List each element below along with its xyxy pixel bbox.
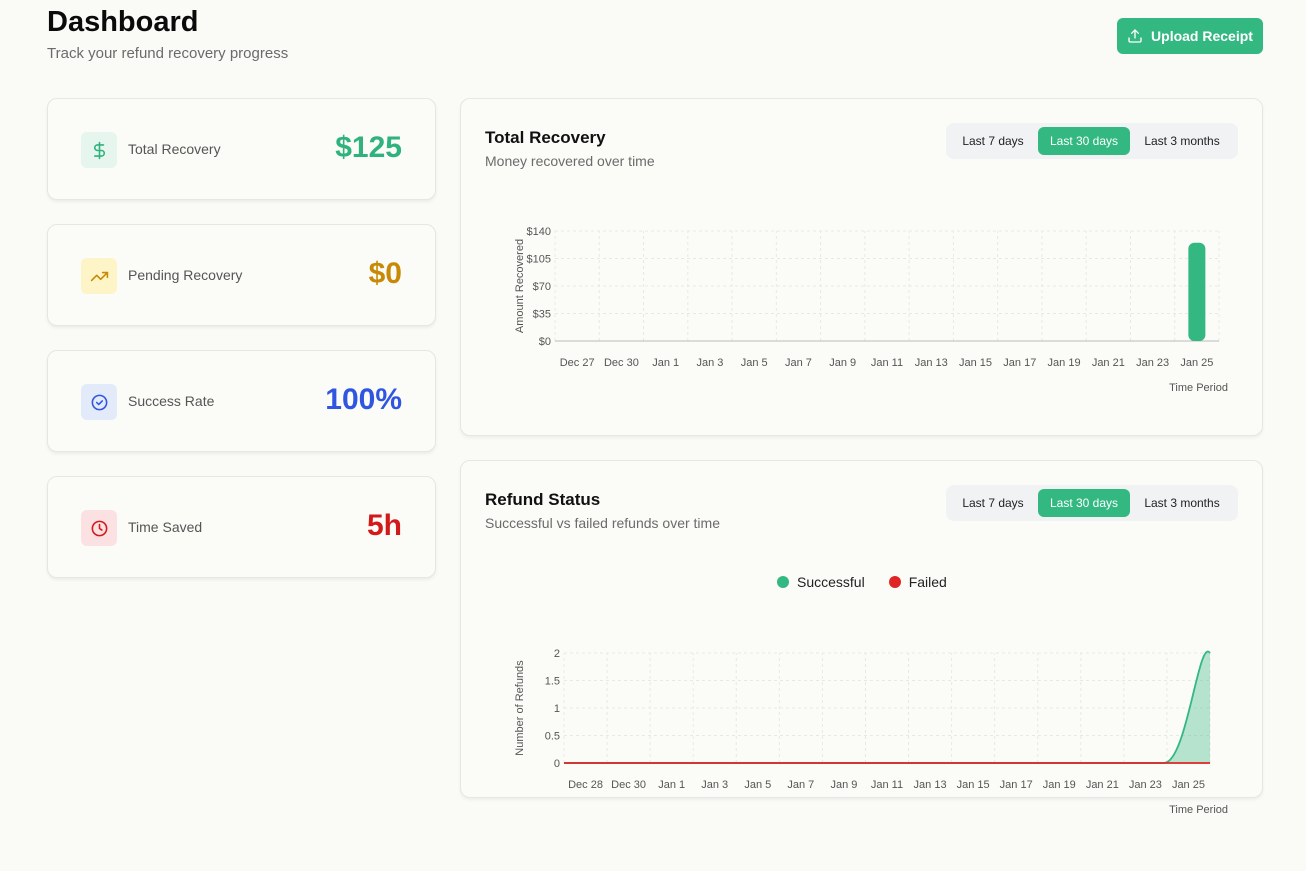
x-tick-label: Jan 3: [701, 779, 728, 791]
chart-subtitle: Money recovered over time: [485, 153, 655, 169]
stat-value: $0: [368, 257, 402, 290]
legend-dot-failed: [888, 576, 901, 588]
x-tick-label: Jan 25: [1172, 779, 1205, 791]
y-axis-title: Amount Recovered: [514, 239, 526, 333]
x-tick-label: Jan 11: [871, 357, 903, 369]
chart-subtitle: Successful vs failed refunds over time: [485, 515, 720, 531]
stat-value: $125: [335, 131, 402, 164]
range-selector: Last 7 days Last 30 days Last 3 months: [946, 123, 1238, 159]
legend-item-successful[interactable]: Successful: [777, 574, 865, 590]
y-tick-label: $70: [533, 281, 551, 293]
bar-jan-25: [1188, 242, 1206, 341]
clock-icon: [81, 510, 117, 546]
stat-card-time-saved: Time Saved 5h: [47, 476, 436, 578]
dollar-icon: [81, 132, 117, 168]
chart-title: Refund Status: [485, 490, 601, 509]
legend-dot-successful: [777, 576, 789, 588]
stat-card-pending-recovery: Pending Recovery $0: [47, 224, 436, 326]
x-tick-label: Jan 1: [652, 357, 679, 369]
upload-receipt-button[interactable]: Upload Receipt: [1117, 18, 1263, 54]
x-tick-label: Jan 9: [829, 357, 856, 369]
stat-card-total-recovery: Total Recovery $125: [47, 98, 436, 200]
x-tick-label: Jan 7: [785, 357, 812, 369]
x-tick-label: Jan 17: [1000, 779, 1033, 791]
legend-label: Successful: [797, 574, 865, 590]
x-tick-label: Jan 7: [787, 779, 814, 791]
y-tick-label: 2: [554, 648, 560, 660]
page-title: Dashboard: [47, 6, 199, 38]
x-tick-label: Jan 5: [744, 779, 771, 791]
y-tick-label: 0.5: [545, 731, 560, 743]
x-tick-label: Jan 23: [1136, 357, 1169, 369]
line-successful: [564, 650, 1211, 764]
stat-label: Total Recovery: [128, 141, 221, 157]
stat-value: 100%: [325, 383, 402, 416]
stat-label: Time Saved: [128, 519, 203, 535]
trending-up-icon: [81, 258, 117, 294]
x-tick-label: Jan 13: [914, 779, 947, 791]
chart-title: Total Recovery: [485, 128, 606, 147]
upload-icon: [1128, 29, 1142, 43]
x-tick-label: Dec 28: [568, 779, 603, 791]
legend-item-failed[interactable]: Failed: [888, 574, 947, 590]
y-tick-label: 1.5: [545, 676, 560, 688]
x-tick-label: Jan 15: [957, 779, 990, 791]
x-tick-label: Jan 17: [1003, 357, 1036, 369]
x-tick-label: Jan 9: [830, 779, 857, 791]
area-successful: [564, 651, 1210, 763]
x-tick-label: Dec 27: [560, 357, 595, 369]
total-recovery-card: Total Recovery Money recovered over time…: [460, 98, 1263, 436]
stat-value: 5h: [366, 509, 402, 542]
upload-receipt-label: Upload Receipt: [1151, 28, 1253, 44]
y-tick-label: 1: [554, 703, 560, 715]
stat-card-success-rate: Success Rate 100%: [47, 350, 436, 452]
recovery-bar-chart: $0 $35 $70 $105 $140 Dec 27 Dec 30 Jan 1 Jan 3 Ja…: [514, 226, 1228, 394]
x-axis-title: Time Period: [1169, 804, 1228, 816]
x-tick-label: Jan 5: [741, 357, 768, 369]
refund-status-card: Refund Status Successful vs failed refun…: [460, 460, 1263, 816]
x-axis-title: Time Period: [1169, 382, 1228, 394]
range-last-30-days[interactable]: Last 30 days: [1038, 489, 1130, 517]
x-tick-label: Jan 1: [658, 779, 685, 791]
stat-label: Pending Recovery: [128, 267, 243, 283]
range-last-7-days[interactable]: Last 7 days: [962, 134, 1024, 148]
x-tick-label: Jan 15: [959, 357, 992, 369]
y-tick-label: $105: [527, 254, 551, 266]
x-tick-label: Jan 19: [1048, 357, 1081, 369]
x-tick-label: Jan 25: [1180, 357, 1213, 369]
range-selector: Last 7 days Last 30 days Last 3 months: [946, 485, 1238, 521]
range-last-7-days[interactable]: Last 7 days: [962, 496, 1024, 510]
range-last-3-months[interactable]: Last 3 months: [1144, 496, 1220, 510]
page-subtitle: Track your refund recovery progress: [47, 45, 289, 62]
y-tick-label: $35: [533, 309, 551, 321]
range-last-3-months[interactable]: Last 3 months: [1144, 134, 1220, 148]
y-tick-label: $0: [539, 336, 551, 348]
x-tick-label: Jan 11: [871, 779, 903, 791]
y-tick-label: 0: [554, 758, 560, 770]
x-tick-label: Jan 21: [1086, 779, 1119, 791]
x-tick-label: Jan 23: [1129, 779, 1162, 791]
x-tick-label: Jan 21: [1092, 357, 1125, 369]
range-last-30-days[interactable]: Last 30 days: [1038, 127, 1130, 155]
x-tick-label: Jan 13: [915, 357, 948, 369]
y-axis-title: Number of Refunds: [514, 660, 526, 756]
x-tick-label: Jan 19: [1043, 779, 1076, 791]
check-circle-icon: [81, 384, 117, 420]
x-tick-label: Dec 30: [611, 779, 646, 791]
stat-label: Success Rate: [128, 393, 215, 409]
chart-legend: Successful Failed: [777, 574, 947, 590]
x-tick-label: Jan 3: [696, 357, 723, 369]
refund-status-area-chart: 0 0.5 1 1.5 2 Dec 28 Dec 30 Jan 1 Jan 3 Jan 5 Jan …: [514, 648, 1228, 816]
x-tick-label: Dec 30: [604, 357, 639, 369]
y-tick-label: $140: [527, 226, 551, 238]
legend-label: Failed: [908, 574, 947, 590]
